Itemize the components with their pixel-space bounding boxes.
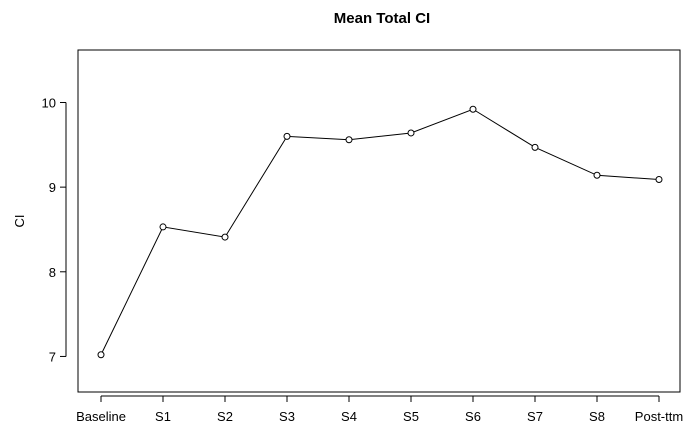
y-tick-label: 10	[42, 95, 56, 110]
x-tick-label: S5	[403, 409, 419, 424]
x-tick-label: S7	[527, 409, 543, 424]
data-point	[593, 171, 601, 179]
x-tick-label: S4	[341, 409, 357, 424]
series-group	[97, 105, 663, 359]
y-tick-label: 9	[49, 180, 56, 195]
data-point	[407, 129, 415, 137]
y-tick-label: 8	[49, 265, 56, 280]
y-axis: 7 8 9 10	[42, 95, 67, 364]
x-tick-label: Baseline	[76, 409, 126, 424]
x-tick-label: S6	[465, 409, 481, 424]
data-point	[345, 136, 353, 144]
data-point	[97, 351, 105, 359]
data-point	[159, 223, 167, 231]
series-line	[100, 108, 660, 355]
x-tick-label: S2	[217, 409, 233, 424]
data-point	[531, 143, 539, 151]
y-axis-label: CI	[12, 215, 27, 228]
x-tick-label: S3	[279, 409, 295, 424]
x-tick-label: Post-ttm	[635, 409, 683, 424]
data-point	[283, 132, 291, 140]
data-point	[655, 176, 663, 184]
y-tick-label: 7	[49, 349, 56, 364]
data-point	[469, 105, 477, 113]
plot-frame	[77, 49, 681, 393]
data-point	[221, 233, 229, 241]
chart-title: Mean Total CI	[334, 10, 430, 27]
x-tick-label: S1	[155, 409, 171, 424]
x-tick-label: S8	[589, 409, 605, 424]
x-axis: Baseline S1 S2 S3 S4 S5 S6 S7 S8 Post-ttm	[76, 395, 683, 424]
